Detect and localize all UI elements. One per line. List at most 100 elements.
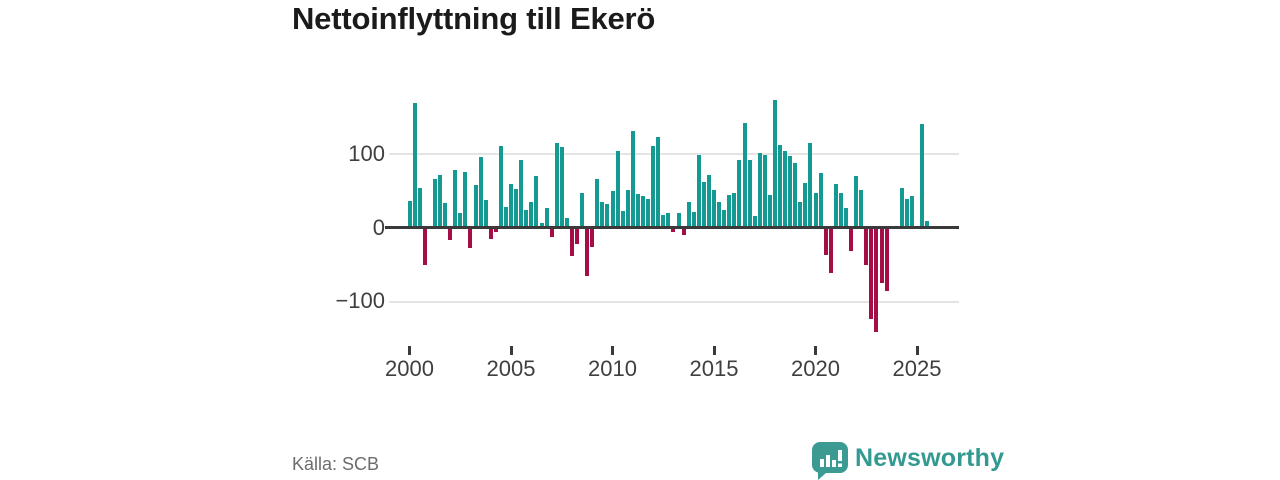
bar (478, 157, 483, 228)
bar (564, 218, 569, 228)
bar (844, 208, 848, 228)
bar (778, 144, 782, 228)
bar (717, 202, 722, 228)
bar (605, 203, 610, 228)
bar (620, 211, 625, 228)
bar (432, 178, 437, 228)
bar (838, 192, 843, 228)
bar (580, 193, 584, 228)
bar (590, 228, 595, 248)
bar (554, 142, 559, 228)
bar (575, 228, 579, 244)
bar (656, 137, 661, 228)
bar (803, 183, 808, 228)
bar (808, 143, 813, 228)
x-tick-mark (408, 346, 411, 355)
newsworthy-wordmark: Newsworthy (855, 444, 1005, 472)
y-tick-label-0: 0 (372, 215, 385, 240)
bar (529, 201, 534, 228)
y-tick-label-neg-100: −100 (335, 288, 385, 313)
bar (473, 184, 478, 228)
logo-exclamation-dot (838, 463, 842, 467)
bar (788, 155, 793, 228)
bar (610, 191, 615, 229)
x-tick-mark (712, 346, 716, 355)
bar (519, 159, 524, 228)
bar (600, 202, 605, 228)
x-tick-label: 2015 (689, 356, 739, 381)
bar (920, 124, 925, 228)
bar (453, 169, 458, 228)
bar (818, 172, 823, 228)
bar (635, 194, 640, 228)
bar (493, 228, 498, 232)
bar (869, 228, 874, 319)
bar (676, 212, 681, 228)
bar (909, 195, 914, 228)
x-tick-mark (915, 346, 919, 355)
newsworthy-logo[interactable]: Newsworthy (812, 442, 1004, 480)
logo-bar-small (820, 459, 824, 467)
bar (752, 215, 757, 228)
bar (798, 201, 803, 228)
bar (793, 163, 798, 228)
bar (904, 199, 909, 228)
bar (864, 228, 869, 265)
y-tick-label-100: 100 (348, 141, 385, 166)
bar (762, 155, 767, 228)
x-tick-label: 2010 (588, 356, 637, 381)
bar (509, 183, 513, 228)
bar (503, 207, 508, 228)
bar (874, 228, 879, 332)
bar (813, 193, 818, 228)
x-tick-mark (611, 346, 614, 355)
bar (661, 214, 666, 228)
bar (534, 176, 539, 228)
bar (585, 228, 590, 276)
bar (412, 102, 417, 228)
gridline-minus-100 (389, 301, 959, 303)
bar (681, 228, 686, 236)
bar (666, 212, 671, 228)
bar (488, 228, 493, 240)
bar (833, 183, 838, 228)
bar (772, 99, 777, 228)
bar (854, 176, 859, 228)
bar (925, 220, 930, 228)
x-tick-label: 2000 (385, 356, 434, 381)
bar (417, 188, 422, 228)
bar (691, 211, 696, 228)
gridline-plus-100 (389, 153, 959, 155)
bar (732, 192, 737, 228)
bar (747, 160, 752, 228)
bar (849, 228, 853, 251)
bar (498, 146, 503, 228)
bar (514, 188, 519, 228)
bar (686, 201, 691, 228)
bar (468, 228, 473, 248)
bar (828, 228, 833, 273)
logo-exclamation-stem (838, 450, 842, 461)
bar (701, 182, 706, 228)
bar (651, 146, 656, 228)
bar (443, 202, 447, 228)
zero-baseline (385, 226, 959, 229)
bar (437, 174, 442, 228)
bar (524, 209, 529, 228)
bar (783, 151, 787, 228)
bar (696, 155, 701, 228)
chart-title: Nettoinflyttning till Ekerö (292, 1, 656, 36)
x-tick-mark (509, 346, 513, 355)
bar (884, 228, 889, 291)
bar (641, 196, 645, 228)
bar (549, 228, 554, 237)
bar (859, 189, 864, 228)
bar (595, 179, 600, 228)
bar (630, 130, 635, 228)
bar (422, 228, 427, 265)
bar (483, 200, 488, 228)
bar (407, 200, 412, 228)
bar (671, 228, 676, 233)
bar (615, 151, 620, 228)
